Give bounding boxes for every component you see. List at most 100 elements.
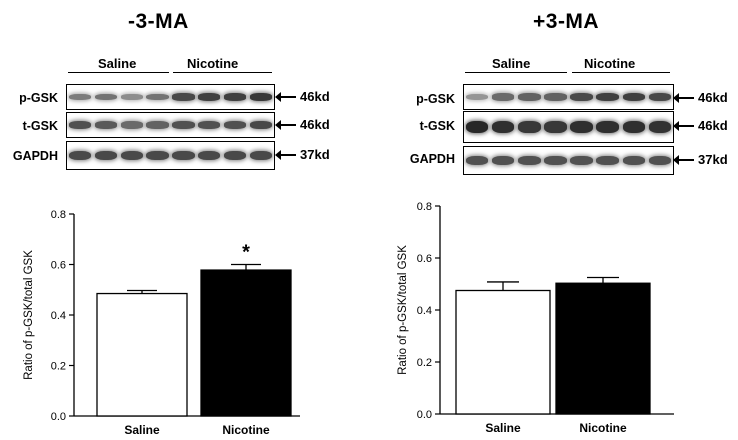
blot-band <box>172 93 195 101</box>
blot-band <box>491 93 515 101</box>
group-label-saline: Saline <box>98 56 137 71</box>
blot-band <box>224 150 247 161</box>
row-label-gapdh-right: GAPDH <box>409 152 455 166</box>
marker-arrow-p-gsk-right: 46kd <box>673 90 728 105</box>
y-tick-label: 0.4 <box>51 310 66 322</box>
blot-band <box>198 121 221 129</box>
blot-band <box>94 93 117 101</box>
blot-band <box>172 121 195 129</box>
blot-band <box>648 93 672 101</box>
blot-band <box>596 92 619 102</box>
x-tick-label-saline: Saline <box>124 423 160 437</box>
marker-arrow-gapdh-right: 37kd <box>673 152 728 167</box>
blot-band <box>224 121 247 129</box>
blot-band <box>570 155 593 166</box>
blot-band <box>622 92 646 102</box>
blot-band <box>622 120 646 134</box>
blot-band <box>249 121 273 129</box>
panel-title-right: +3-MA <box>533 10 600 33</box>
blot-band <box>68 93 92 100</box>
y-tick-label: 0.2 <box>417 357 432 369</box>
bar-nicotine <box>200 269 292 417</box>
y-axis-label: Ratio of p-GSK/total GSK <box>397 245 409 375</box>
blot-band <box>465 93 489 101</box>
group-label-nicotine: Nicotine <box>187 56 239 71</box>
row-label-gapdh: GAPDH <box>12 149 58 163</box>
y-tick-label: 0.8 <box>417 201 432 213</box>
y-tick-label: 0.6 <box>51 260 66 272</box>
x-tick-label-nicotine: Nicotine <box>222 423 270 437</box>
bar-chart-left: 0.0 0.2 0.4 0.6 0.8 Ratio of p-GSK/total GSK S… <box>23 209 300 437</box>
x-tick-label-saline: Saline <box>485 421 521 435</box>
panel-title-left: -3-MA <box>128 10 189 33</box>
blot-band <box>518 120 541 134</box>
y-tick-label: 0.0 <box>417 409 432 421</box>
blot-band <box>198 150 221 161</box>
significance-asterisk: * <box>242 242 250 264</box>
blot-band <box>146 150 169 161</box>
blot-band <box>172 150 195 161</box>
blot-band <box>570 93 593 101</box>
blot-band <box>596 155 619 166</box>
blot-band <box>648 120 672 134</box>
marker-size-gapdh-right: 37kd <box>698 152 728 167</box>
y-tick-label: 0.6 <box>417 253 432 265</box>
y-tick-label: 0.4 <box>417 305 432 317</box>
row-label-p-gsk-right: p-GSK <box>416 92 455 106</box>
western-blot-p-gsk-right <box>463 84 674 110</box>
marker-arrow-p-gsk: 46kd <box>275 89 330 104</box>
blot-band <box>465 120 489 134</box>
y-tick-label: 0.8 <box>51 209 66 221</box>
blot-band <box>198 93 221 101</box>
marker-size-t-gsk-right: 46kd <box>698 118 728 133</box>
row-label-t-gsk-right: t-GSK <box>419 119 455 133</box>
marker-size-t-gsk: 46kd <box>300 117 330 132</box>
group-underline-nicotine <box>173 72 272 73</box>
western-blot-gapdh <box>66 141 275 170</box>
marker-size-gapdh: 37kd <box>300 147 330 162</box>
blot-band <box>518 93 541 101</box>
blot-band <box>146 121 169 129</box>
blot-band <box>518 155 541 166</box>
blot-band <box>648 155 672 166</box>
y-tick-label: 0.0 <box>51 411 66 423</box>
group-underline-nicotine-right <box>572 72 670 73</box>
blot-band <box>224 93 247 101</box>
y-axis-label: Ratio of p-GSK/total GSK <box>23 250 35 380</box>
bar-chart-right: 0.0 0.2 0.4 0.6 0.8 Ratio of p-GSK/total GSK S… <box>397 201 674 435</box>
blot-band <box>465 155 489 166</box>
western-blot-t-gsk-right <box>463 111 674 143</box>
blot-band <box>120 150 143 161</box>
blot-band <box>94 150 117 161</box>
bar-nicotine <box>555 282 651 415</box>
y-tick-label: 0.2 <box>51 361 66 373</box>
blot-band <box>596 120 619 134</box>
row-label-t-gsk: t-GSK <box>22 119 58 133</box>
blot-band <box>570 120 593 134</box>
blot-band <box>491 120 515 134</box>
group-label-saline-right: Saline <box>492 56 531 71</box>
blot-band <box>146 93 169 101</box>
group-underline-saline-right <box>465 72 567 73</box>
blot-band <box>120 94 143 100</box>
x-tick-label-nicotine: Nicotine <box>579 421 627 435</box>
blot-band <box>622 155 646 166</box>
blot-band <box>249 150 273 161</box>
marker-size-p-gsk-right: 46kd <box>698 90 728 105</box>
blot-band <box>544 120 567 134</box>
blot-band <box>249 93 273 101</box>
blot-band <box>544 155 567 166</box>
western-blot-p-gsk <box>66 84 275 110</box>
row-label-p-gsk: p-GSK <box>19 91 58 105</box>
group-underline-saline <box>68 72 169 73</box>
western-blot-t-gsk <box>66 112 275 138</box>
blot-band <box>544 93 567 101</box>
blot-band <box>120 121 143 129</box>
marker-arrow-t-gsk: 46kd <box>275 117 330 132</box>
bar-saline <box>455 289 551 415</box>
blot-band <box>94 121 117 129</box>
bar-saline <box>96 292 188 417</box>
group-label-nicotine-right: Nicotine <box>584 56 636 71</box>
western-blot-gapdh-right <box>463 146 674 175</box>
marker-arrow-t-gsk-right: 46kd <box>673 118 728 133</box>
